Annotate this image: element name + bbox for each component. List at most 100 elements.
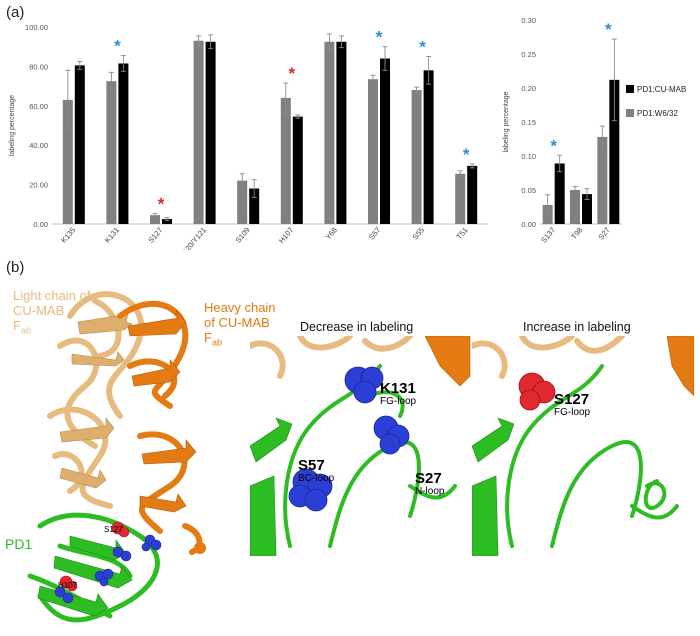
residue-name: K131 bbox=[380, 380, 416, 397]
light-chain-label-line2: CU-MAB bbox=[13, 303, 65, 318]
bar-cumab bbox=[423, 70, 434, 224]
y-tick-label: 100.00 bbox=[25, 23, 48, 32]
increase-view-s127-sphere bbox=[518, 372, 556, 411]
residue-loop: FG-loop bbox=[554, 407, 591, 418]
increase-view-pd1 bbox=[505, 364, 679, 548]
increase-view-pd1-strands bbox=[472, 417, 515, 556]
residue-name: S27 bbox=[415, 470, 442, 487]
panel-a-label: (a) bbox=[6, 4, 25, 21]
y-tick-label: 0.00 bbox=[521, 220, 536, 229]
heavy-chain-strands bbox=[127, 309, 197, 513]
decrease-view-heavy-chain bbox=[424, 336, 471, 387]
x-tick-label: K135 bbox=[59, 226, 77, 245]
bar-w632 bbox=[62, 99, 73, 224]
residue-name: S127 bbox=[554, 391, 590, 408]
x-tick-label: S55 bbox=[411, 226, 426, 242]
heavy-chain-label-line2: of CU-MAB bbox=[204, 315, 270, 330]
y-tick-label: 20.00 bbox=[29, 181, 48, 190]
light-chain-label-fab: F bbox=[13, 318, 21, 333]
increase-view-heavy-chain bbox=[666, 336, 694, 397]
bar-w632 bbox=[280, 97, 291, 224]
bar-cumab bbox=[380, 58, 390, 224]
bar-w632 bbox=[237, 180, 248, 224]
increase-s127-label: S127 FG-loop bbox=[554, 392, 590, 419]
pd1-label: PD1 bbox=[5, 536, 33, 552]
decrease-s57-label: S57 BC-loop bbox=[298, 458, 334, 485]
y-tick-label: 80.00 bbox=[29, 62, 48, 71]
bar-cumab bbox=[554, 163, 565, 224]
x-tick-label: Y68 bbox=[323, 226, 338, 242]
x-tick-label: S57 bbox=[367, 226, 382, 242]
legend-swatch bbox=[626, 85, 634, 93]
small-bar-chart: 0.00 0.05 0.10 0.15 0.20 0.25 0.30 labeling per… bbox=[503, 16, 686, 245]
significance-star: * bbox=[158, 195, 165, 214]
y-tick-label: 40.00 bbox=[29, 141, 48, 150]
bar-cumab bbox=[118, 63, 129, 224]
significance-star: * bbox=[550, 136, 557, 155]
main-bar-chart: 0.00 20.00 40.00 60.00 80.00 100.00 labeling p… bbox=[9, 23, 488, 250]
bar-cumab bbox=[467, 165, 478, 224]
heavy-chain-label-sub: ab bbox=[211, 337, 222, 348]
y-tick-label: 0.05 bbox=[521, 186, 536, 195]
overview-residue-h107: H107 bbox=[58, 581, 78, 590]
y-tick-label: 0.15 bbox=[521, 118, 536, 127]
heavy-chain-label-line1: Heavy chain bbox=[204, 300, 276, 315]
y-tick-label: 0.20 bbox=[521, 84, 536, 93]
bar-cumab bbox=[74, 65, 85, 224]
bar-cumab bbox=[582, 194, 592, 224]
bar-w632 bbox=[455, 173, 466, 224]
y-tick-label: 0.25 bbox=[521, 50, 536, 59]
bar-cumab bbox=[336, 41, 347, 225]
bar-w632 bbox=[324, 41, 335, 225]
x-tick-label: H107 bbox=[277, 226, 295, 246]
significance-star: * bbox=[605, 20, 612, 39]
decrease-s27-label: S27 N-loop bbox=[415, 471, 444, 498]
increase-view-title: Increase in labeling bbox=[523, 320, 631, 334]
light-chain-label: Light chain of CU-MAB Fab bbox=[13, 288, 90, 339]
decrease-view: K131 FG-loop S57 BC-loop S27 N-loop bbox=[250, 336, 472, 556]
x-tick-label: S27 bbox=[596, 226, 611, 242]
light-chain-label-sub: ab bbox=[20, 325, 31, 336]
increase-view: S127 FG-loop bbox=[472, 336, 694, 556]
heavy-chain-label: Heavy chain of CU-MAB Fab bbox=[204, 300, 276, 351]
x-tick-label: S118/T120/Y121 bbox=[165, 226, 208, 250]
heavy-chain-helix bbox=[194, 542, 206, 554]
decrease-view-pd1-strands bbox=[250, 417, 293, 556]
bar-w632 bbox=[368, 79, 378, 224]
decrease-k131-label: K131 FG-loop bbox=[380, 381, 416, 408]
residue-loop: BC-loop bbox=[298, 473, 335, 484]
significance-star: * bbox=[419, 38, 426, 57]
bar-w632 bbox=[597, 136, 608, 224]
decrease-view-title: Decrease in labeling bbox=[300, 320, 414, 334]
y-tick-label: 0.10 bbox=[521, 152, 536, 161]
bar-cumab bbox=[292, 116, 303, 224]
legend-label: PD1:CU-MAB bbox=[637, 85, 686, 94]
y-axis-label: labeling percentage bbox=[9, 95, 16, 156]
legend-label: PD1:W6/32 bbox=[637, 109, 678, 118]
x-tick-label: S109 bbox=[234, 226, 252, 245]
x-tick-label: T98 bbox=[569, 226, 584, 242]
bar-cumab bbox=[249, 188, 260, 224]
y-tick-label: 60.00 bbox=[29, 102, 48, 111]
residue-loop: FG-loop bbox=[380, 396, 417, 407]
significance-star: * bbox=[463, 145, 470, 164]
bar-w632 bbox=[411, 90, 422, 224]
overview-increase-spheres bbox=[59, 521, 130, 592]
overview-residue-s127: S127 bbox=[104, 525, 123, 534]
heavy-chain-ribbon bbox=[117, 300, 203, 555]
bar-w632 bbox=[150, 215, 160, 224]
increase-view-light-chain bbox=[472, 336, 625, 379]
light-chain-ribbon bbox=[47, 291, 145, 509]
bar-w632 bbox=[570, 190, 580, 224]
y-tick-label: 0.00 bbox=[33, 220, 48, 229]
heavy-chain-label-fab: F bbox=[204, 330, 212, 345]
residue-loop: N-loop bbox=[415, 486, 445, 497]
complex-structure-overview: S127 H107 bbox=[27, 291, 206, 623]
bar-cumab bbox=[205, 41, 216, 225]
decrease-view-s57-sphere bbox=[288, 468, 333, 512]
x-tick-label: T51 bbox=[455, 226, 470, 242]
panel-b-label: (b) bbox=[6, 259, 25, 276]
bar-cumab bbox=[609, 79, 620, 224]
x-tick-label: K131 bbox=[103, 226, 121, 245]
bar-w632 bbox=[193, 40, 204, 224]
